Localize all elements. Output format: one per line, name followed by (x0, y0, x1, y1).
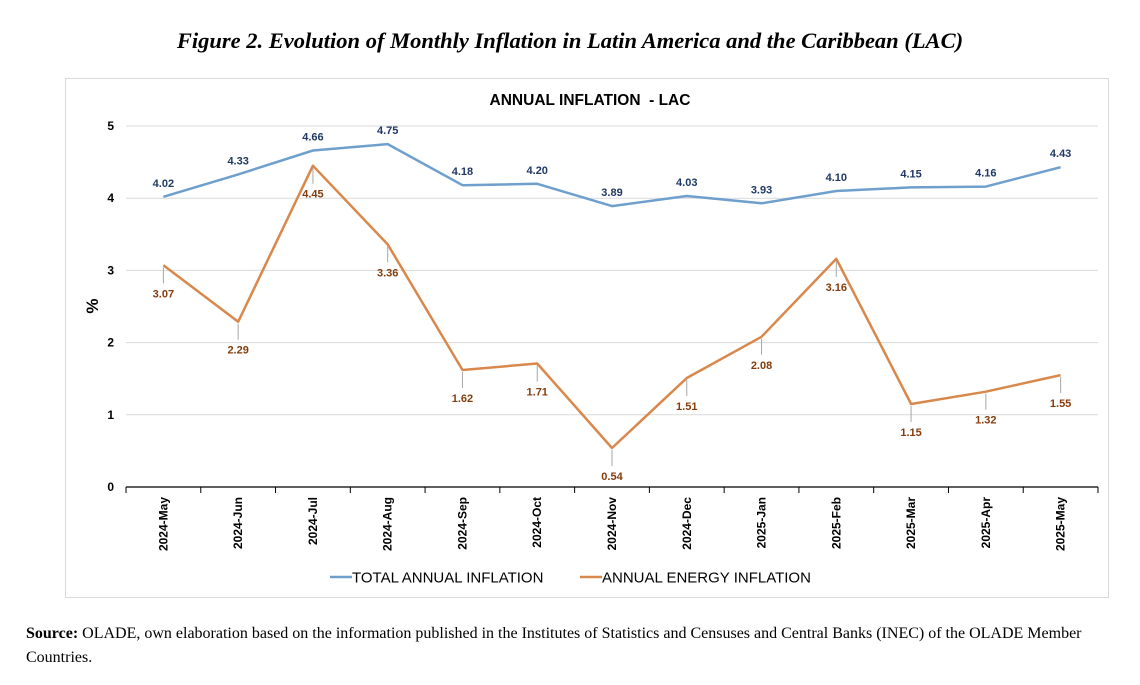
data-label-energy: 3.07 (153, 288, 174, 300)
data-label-energy: 4.45 (302, 189, 323, 201)
y-tick-label: 3 (107, 263, 114, 277)
data-label-energy: 3.36 (377, 267, 398, 279)
x-tick-label: 2024-Jun (231, 497, 245, 549)
data-label-total: 3.93 (751, 184, 772, 196)
data-label-energy: 1.71 (527, 387, 548, 399)
source-text: OLADE, own elaboration based on the info… (26, 625, 1082, 666)
data-label-total: 4.16 (975, 168, 996, 180)
x-tick-label: 2024-Dec (680, 497, 694, 550)
data-label-total: 4.10 (826, 172, 847, 184)
y-tick-label: 2 (107, 336, 114, 350)
x-tick-label: 2025-Mar (904, 497, 918, 549)
data-label-total: 4.18 (452, 166, 473, 178)
data-label-total: 4.75 (377, 125, 398, 137)
x-tick-label: 2024-Sep (455, 497, 469, 550)
y-tick-label: 1 (107, 408, 114, 422)
y-tick-label: 4 (107, 191, 114, 205)
series-line-total (163, 142, 1061, 208)
legend-label-total: TOTAL ANNUAL INFLATION (352, 570, 543, 587)
x-tick-label: 2024-Jul (306, 497, 320, 545)
y-tick-label: 5 (107, 119, 114, 133)
data-label-total: 4.03 (676, 177, 697, 189)
data-label-energy: 2.29 (227, 345, 248, 357)
data-label-energy: 1.15 (900, 427, 921, 439)
data-label-energy: 1.55 (1050, 398, 1071, 410)
legend-label-energy: ANNUAL ENERGY INFLATION (602, 570, 811, 587)
series-line-energy (162, 164, 1061, 450)
data-label-energy: 1.32 (975, 415, 996, 427)
data-label-energy: 1.62 (452, 393, 473, 405)
y-axis-label: % (83, 298, 102, 313)
source-note: Source: OLADE, own elaboration based on … (26, 622, 1116, 670)
chart-title: ANNUAL INFLATION - LAC (490, 92, 691, 109)
data-label-total: 4.66 (302, 132, 323, 144)
x-tick-label: 2024-Oct (530, 497, 544, 548)
data-label-total: 4.43 (1050, 148, 1071, 160)
x-tick-label: 2025-Apr (979, 497, 993, 549)
y-tick-label: 0 (107, 480, 114, 494)
data-label-total: 4.02 (153, 178, 174, 190)
x-tick-label: 2025-Jan (755, 497, 769, 548)
chart-frame (65, 78, 1109, 598)
x-tick-label: 2025-May (1054, 497, 1068, 551)
data-label-total: 3.89 (601, 187, 622, 199)
x-tick-label: 2025-Feb (829, 497, 843, 549)
x-tick-label: 2024-Aug (381, 497, 395, 551)
data-label-total: 4.20 (527, 165, 548, 177)
source-label: Source: (26, 625, 79, 642)
data-label-total: 4.15 (900, 168, 921, 180)
figure-title: Figure 2. Evolution of Monthly Inflation… (176, 28, 964, 53)
x-tick-label: 2024-Nov (605, 497, 619, 551)
data-label-energy: 3.16 (826, 282, 847, 294)
data-label-total: 4.33 (227, 155, 248, 167)
x-tick-label: 2024-May (156, 497, 170, 551)
data-label-energy: 0.54 (601, 471, 623, 483)
data-label-energy: 2.08 (751, 360, 772, 372)
data-label-energy: 1.51 (676, 401, 697, 413)
